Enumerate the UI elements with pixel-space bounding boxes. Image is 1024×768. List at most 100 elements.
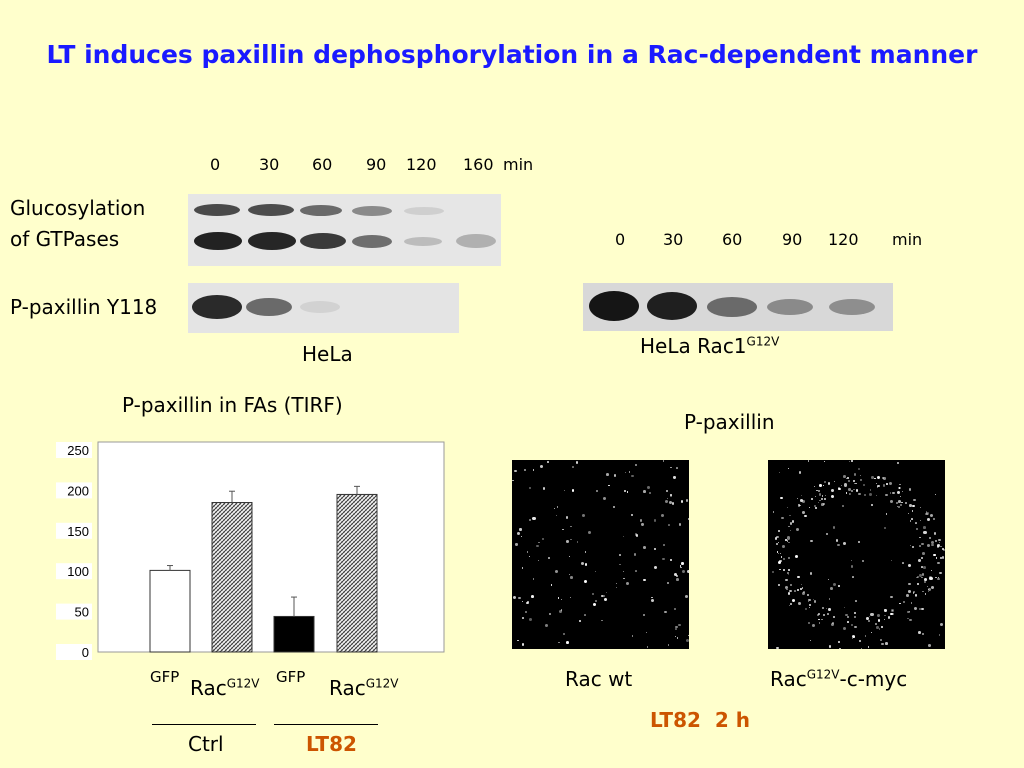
- p-paxillin-blot: [188, 283, 459, 333]
- glucosylation-label-line1: Glucosylation: [10, 196, 146, 220]
- fluorescent-spot: [858, 540, 861, 543]
- fluorescent-spot: [923, 566, 926, 570]
- fluorescent-spot: [864, 635, 867, 637]
- fluorescent-spot: [777, 560, 781, 564]
- fluorescent-spot: [838, 641, 841, 643]
- fluorescent-spot: [520, 536, 522, 538]
- fluorescent-spot: [776, 535, 779, 539]
- fluorescent-spot: [933, 553, 936, 557]
- fluorescent-spot: [928, 587, 932, 591]
- fluorescent-spot: [623, 490, 626, 493]
- fluorescent-spot: [848, 461, 851, 463]
- fluorescent-spot: [832, 526, 836, 529]
- fluorescent-spot: [852, 576, 854, 578]
- fluorescent-spot: [808, 506, 810, 508]
- fluorescent-spot: [941, 556, 945, 559]
- fluorescent-spot: [667, 498, 669, 500]
- y-tick-bg: [56, 482, 92, 499]
- fluorescent-spot: [821, 498, 824, 501]
- fluorescent-spot: [674, 636, 676, 638]
- ctrl-group-label: Ctrl: [188, 732, 224, 756]
- fluorescent-spot: [811, 623, 815, 627]
- fluorescent-spot: [814, 506, 818, 510]
- fluorescent-spot: [921, 552, 925, 556]
- fluorescent-spot: [921, 607, 924, 611]
- fluorescent-spot: [678, 623, 682, 627]
- fluorescent-spot: [816, 489, 819, 492]
- fluorescent-spot: [935, 557, 938, 559]
- lt82-group-label: LT82: [306, 732, 357, 756]
- fluorescent-spot: [898, 505, 901, 508]
- fluorescent-spot: [641, 523, 644, 526]
- fluorescent-spot: [887, 616, 891, 619]
- fluorescent-spot: [565, 515, 569, 519]
- fluorescent-spot: [911, 510, 914, 512]
- fluorescent-spot: [851, 623, 854, 626]
- fluorescent-spot: [548, 557, 550, 559]
- fluorescent-spot: [867, 646, 870, 648]
- fluorescent-spot: [842, 626, 846, 630]
- fluorescent-spot: [853, 616, 857, 619]
- fluorescent-spot: [908, 488, 912, 491]
- band: [404, 237, 442, 246]
- fluorescent-spot: [822, 614, 825, 617]
- y-tick-bg: [56, 522, 92, 539]
- fluorescent-spot: [671, 502, 675, 506]
- fluorescent-spot: [912, 592, 915, 594]
- band: [829, 299, 875, 315]
- fluorescent-spot: [915, 527, 919, 531]
- fluorescent-spot: [663, 544, 666, 546]
- fluorescent-spot: [845, 477, 847, 480]
- fluorescent-spot: [914, 521, 917, 524]
- fluorescent-spot: [625, 581, 630, 585]
- fluorescent-spot: [550, 583, 553, 586]
- fluorescent-spot: [807, 594, 810, 597]
- fluorescent-spot: [787, 557, 790, 559]
- fluorescent-spot: [821, 503, 824, 506]
- fluorescent-spot: [631, 474, 634, 478]
- fluorescent-spot: [794, 590, 796, 592]
- fluorescent-spot: [600, 594, 603, 597]
- fluorescent-spot: [537, 560, 539, 562]
- fluorescent-spot: [543, 487, 546, 490]
- fluorescent-spot: [587, 530, 591, 535]
- fluorescent-spot: [843, 475, 847, 479]
- fluorescent-spot: [778, 542, 780, 544]
- fluorescent-spot: [801, 587, 803, 589]
- y-tick-label: 0: [82, 645, 89, 660]
- fluorescent-spot: [926, 512, 929, 515]
- fluorescent-spot: [676, 636, 679, 639]
- fluorescent-spot: [917, 576, 919, 578]
- fluorescent-spot: [925, 593, 927, 595]
- fluorescent-spot: [889, 481, 893, 485]
- fluorescent-spot: [804, 514, 807, 518]
- fluorescent-spot: [934, 539, 937, 542]
- lt82-condition-label: LT82 2 h: [650, 708, 750, 732]
- fluorescent-spot: [521, 643, 525, 646]
- right-time-90: 90: [782, 230, 803, 249]
- fluorescent-spot: [851, 637, 854, 640]
- fluorescent-spot: [673, 572, 677, 576]
- fluorescent-spot: [921, 632, 924, 635]
- fluorescent-spot: [684, 594, 688, 598]
- fluorescent-spot: [902, 490, 904, 492]
- rac-wt-label: Rac wt: [565, 667, 633, 691]
- fluorescent-spot: [782, 569, 785, 572]
- fluorescent-spot: [512, 595, 516, 599]
- gfp-ctrl-label: GFP: [150, 668, 180, 686]
- left-time-60: 60: [312, 155, 333, 174]
- fluorescent-spot: [640, 519, 643, 522]
- fluorescent-spot: [897, 506, 899, 508]
- bar: [149, 569, 191, 653]
- fluorescent-spot: [845, 613, 848, 617]
- fluorescent-spot: [908, 504, 912, 508]
- fluorescent-spot: [910, 602, 913, 604]
- fluorescent-spot: [818, 493, 822, 496]
- fluorescent-spot: [570, 525, 572, 527]
- fluorescent-spot: [634, 533, 637, 536]
- fluorescent-spot: [791, 520, 795, 523]
- fluorescent-spot: [853, 625, 857, 629]
- right-time-0: 0: [615, 230, 626, 249]
- band: [352, 206, 392, 216]
- fluorescent-spot: [812, 598, 815, 601]
